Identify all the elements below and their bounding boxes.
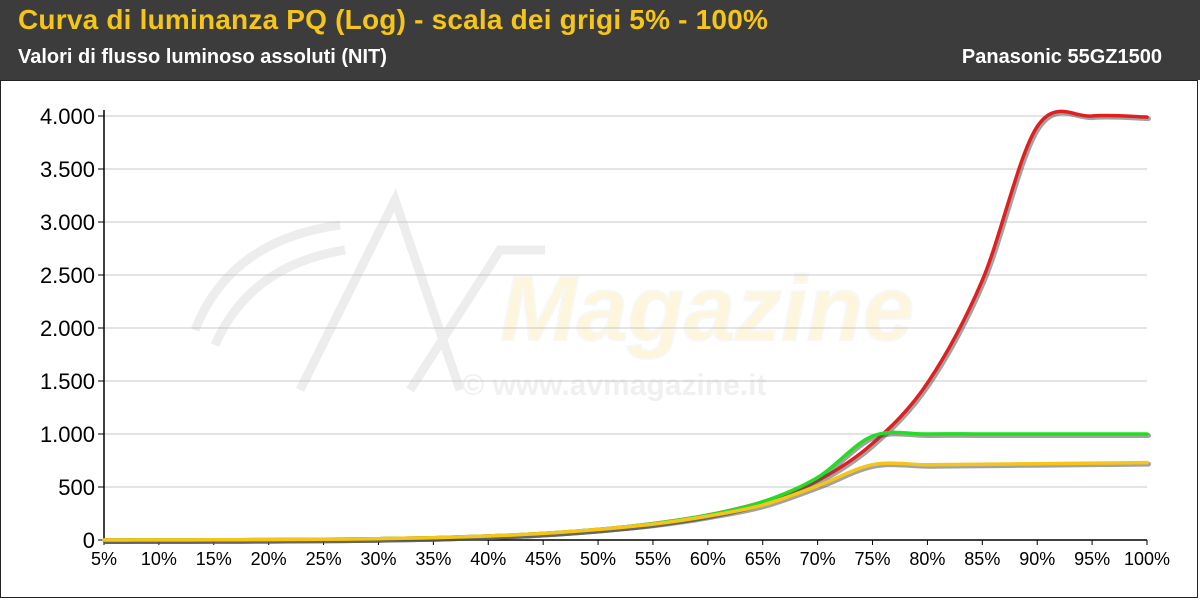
x-tick-label: 20%: [251, 549, 287, 569]
x-tick-label: 40%: [470, 549, 506, 569]
x-tick-label: 60%: [690, 549, 726, 569]
x-tick-label: 15%: [196, 549, 232, 569]
watermark-brand: Magazine: [500, 258, 914, 360]
y-tick-label: 4.000: [40, 104, 95, 129]
x-tick-label: 10%: [141, 549, 177, 569]
y-tick-label: 500: [58, 475, 95, 500]
y-tick-label: 3.000: [40, 210, 95, 235]
x-tick-label: 80%: [909, 549, 945, 569]
x-tick-label: 55%: [635, 549, 671, 569]
watermark: Magazine © www.avmagazine.it: [190, 188, 915, 402]
x-tick-label: 75%: [855, 549, 891, 569]
y-tick-label: 1.500: [40, 369, 95, 394]
x-tick-label: 70%: [800, 549, 836, 569]
chart-subtitle: Valori di flusso luminoso assoluti (NIT): [18, 46, 387, 68]
series-line-1: [102, 430, 1149, 542]
watermark-url: © www.avmagazine.it: [462, 369, 766, 402]
x-tick-label: 30%: [360, 549, 396, 569]
x-tick-label: 25%: [306, 549, 342, 569]
x-tick-label: 35%: [415, 549, 451, 569]
watermark-av-logo-icon: [190, 188, 545, 393]
series-line-shadow: [103, 461, 1151, 544]
series-line-2: [102, 460, 1149, 542]
x-tick-label: 45%: [525, 549, 561, 569]
series-lines: [102, 109, 1151, 544]
x-tick-label: 65%: [745, 549, 781, 569]
y-tick-label: 0: [83, 528, 95, 553]
y-axis-ticks: 0 500 1.000 1.500 2.000 2.500 3.000 3.500 4.000: [40, 104, 104, 553]
x-tick-label: 90%: [1019, 549, 1055, 569]
y-tick-label: 3.500: [40, 157, 95, 182]
x-tick-label: 95%: [1074, 549, 1110, 569]
chart-title: Curva di luminanza PQ (Log) - scala dei …: [18, 4, 769, 35]
tv-model-label: Panasonic 55GZ1500: [961, 46, 1162, 68]
y-tick-label: 2.000: [40, 316, 95, 341]
x-axis-ticks: 5% 10% 15% 20% 25% 30% 35% 40% 45% 50% 55% 60% 65% 70…: [91, 540, 1170, 569]
x-tick-label: 5%: [91, 549, 117, 569]
x-tick-label: 85%: [964, 549, 1000, 569]
chart-header: Curva di luminanza PQ (Log) - scala dei …: [0, 0, 1200, 80]
y-tick-label: 2.500: [40, 263, 95, 288]
x-tick-label: 50%: [580, 549, 616, 569]
y-tick-label: 1.000: [40, 422, 95, 447]
x-tick-label: 100%: [1124, 549, 1170, 569]
